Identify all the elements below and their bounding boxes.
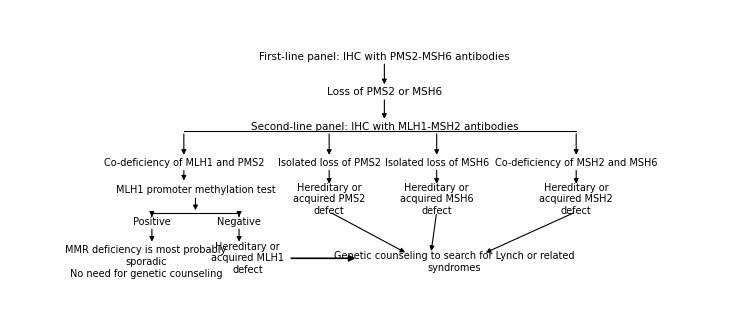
Text: Co-deficiency of MSH2 and MSH6: Co-deficiency of MSH2 and MSH6 (495, 158, 658, 168)
Text: Genetic counseling to search for Lynch or related
syndromes: Genetic counseling to search for Lynch o… (334, 251, 574, 273)
Text: MLH1 promoter methylation test: MLH1 promoter methylation test (116, 185, 275, 195)
Text: Hereditary or
acquired MSH6
defect: Hereditary or acquired MSH6 defect (400, 182, 473, 216)
Text: Co-deficiency of MLH1 and PMS2: Co-deficiency of MLH1 and PMS2 (104, 158, 264, 168)
Text: Isolated loss of MSH6: Isolated loss of MSH6 (385, 158, 489, 168)
Text: Hereditary or
acquired MSH2
defect: Hereditary or acquired MSH2 defect (539, 182, 613, 216)
Text: Positive: Positive (133, 217, 171, 227)
Text: Negative: Negative (217, 217, 261, 227)
Text: Isolated loss of PMS2: Isolated loss of PMS2 (278, 158, 381, 168)
Text: MMR deficiency is most probably
sporadic
No need for genetic counseling: MMR deficiency is most probably sporadic… (65, 246, 226, 279)
Text: First-line panel: IHC with PMS2-MSH6 antibodies: First-line panel: IHC with PMS2-MSH6 ant… (259, 52, 510, 62)
Text: Second-line panel: IHC with MLH1-MSH2 antibodies: Second-line panel: IHC with MLH1-MSH2 an… (251, 122, 518, 132)
Text: Loss of PMS2 or MSH6: Loss of PMS2 or MSH6 (327, 87, 442, 97)
Text: Hereditary or
acquired MLH1
defect: Hereditary or acquired MLH1 defect (211, 242, 284, 275)
Text: Hereditary or
acquired PMS2
defect: Hereditary or acquired PMS2 defect (293, 182, 365, 216)
